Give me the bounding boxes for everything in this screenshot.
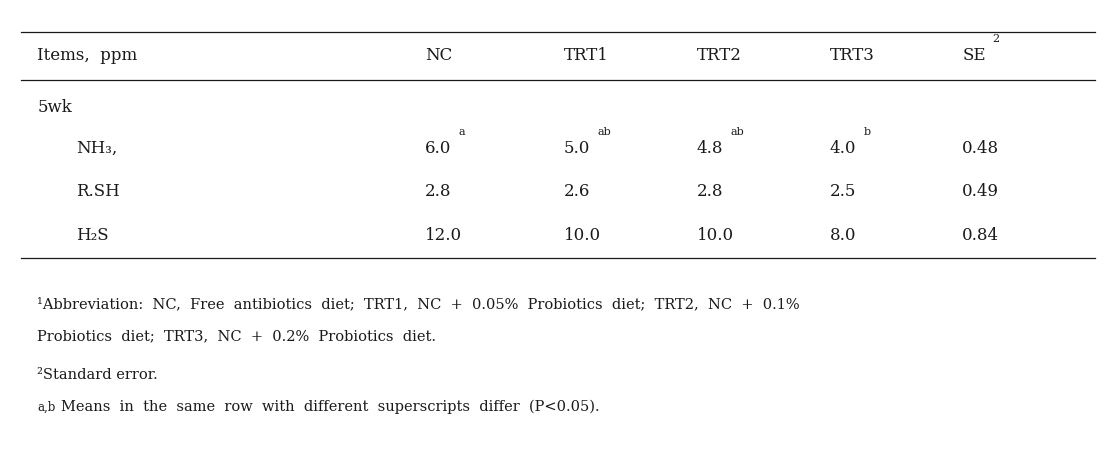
Text: TRT3: TRT3 — [829, 47, 874, 64]
Text: 5wk: 5wk — [38, 99, 73, 116]
Text: 2: 2 — [992, 34, 1000, 44]
Text: 10.0: 10.0 — [696, 227, 733, 244]
Text: 2.8: 2.8 — [425, 183, 452, 200]
Text: 6.0: 6.0 — [425, 140, 452, 157]
Text: 5.0: 5.0 — [564, 140, 590, 157]
Text: 0.48: 0.48 — [962, 140, 1000, 157]
Text: ¹Abbreviation:  NC,  Free  antibiotics  diet;  TRT1,  NC  +  0.05%  Probiotics  : ¹Abbreviation: NC, Free antibiotics diet… — [38, 297, 800, 311]
Text: ab: ab — [597, 127, 612, 137]
Text: NC: NC — [425, 47, 452, 64]
Text: 8.0: 8.0 — [829, 227, 856, 244]
Text: 2.5: 2.5 — [829, 183, 856, 200]
Text: Means  in  the  same  row  with  different  superscripts  differ  (P<0.05).: Means in the same row with different sup… — [61, 400, 599, 414]
Text: 4.0: 4.0 — [829, 140, 856, 157]
Text: 10.0: 10.0 — [564, 227, 600, 244]
Text: a: a — [459, 127, 465, 137]
Text: 12.0: 12.0 — [425, 227, 462, 244]
Text: R.SH: R.SH — [76, 183, 119, 200]
Text: Items,  ppm: Items, ppm — [38, 47, 137, 64]
Text: NH₃,: NH₃, — [76, 140, 117, 157]
Text: 0.84: 0.84 — [962, 227, 1000, 244]
Text: 0.49: 0.49 — [962, 183, 999, 200]
Text: H₂S: H₂S — [76, 227, 108, 244]
Text: b: b — [864, 127, 870, 137]
Text: ab: ab — [730, 127, 744, 137]
Text: a,b: a,b — [38, 400, 56, 413]
Text: 2.8: 2.8 — [696, 183, 723, 200]
Text: ²Standard error.: ²Standard error. — [38, 368, 158, 382]
Text: TRT1: TRT1 — [564, 47, 608, 64]
Text: 4.8: 4.8 — [696, 140, 723, 157]
Text: SE: SE — [962, 47, 985, 64]
Text: 2.6: 2.6 — [564, 183, 590, 200]
Text: TRT2: TRT2 — [696, 47, 741, 64]
Text: Probiotics  diet;  TRT3,  NC  +  0.2%  Probiotics  diet.: Probiotics diet; TRT3, NC + 0.2% Probiot… — [38, 329, 436, 343]
